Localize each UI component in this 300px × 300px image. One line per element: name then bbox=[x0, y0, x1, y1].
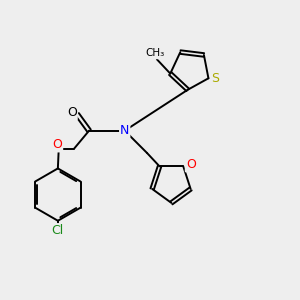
Text: S: S bbox=[211, 72, 219, 85]
Text: O: O bbox=[52, 138, 62, 152]
Text: O: O bbox=[186, 158, 196, 171]
Text: O: O bbox=[67, 106, 77, 119]
Text: CH₃: CH₃ bbox=[146, 48, 165, 59]
Text: N: N bbox=[120, 124, 129, 137]
Text: Cl: Cl bbox=[52, 224, 64, 237]
